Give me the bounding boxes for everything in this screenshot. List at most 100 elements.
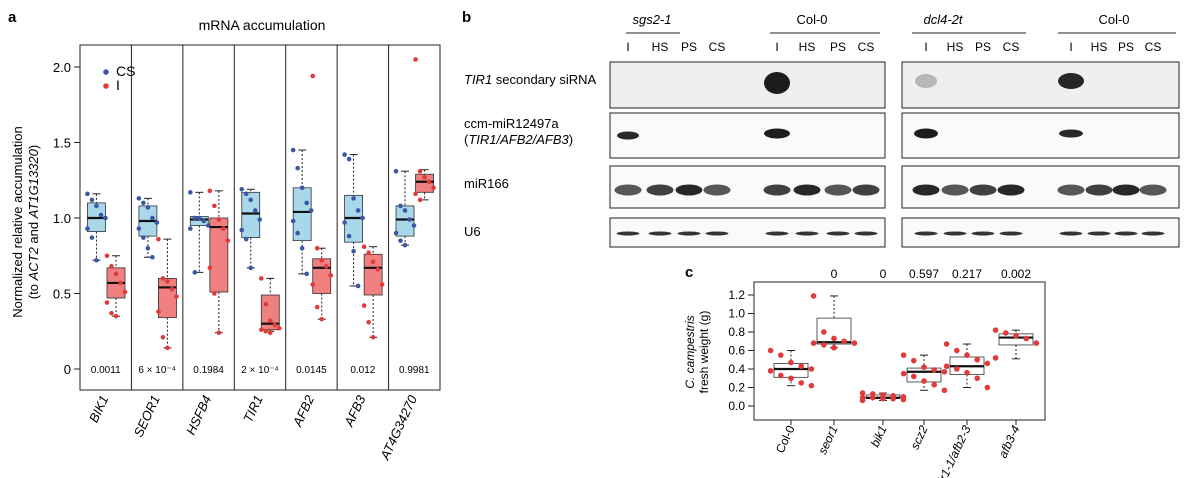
category-label: afb3-4 [996, 423, 1023, 460]
box-I [158, 277, 177, 319]
category-label: BIK1 [86, 393, 112, 425]
lane-label: I [1069, 40, 1072, 54]
blot-band [914, 231, 938, 236]
data-point [156, 309, 161, 314]
data-point [150, 254, 155, 260]
group-label: Col-0 [1098, 12, 1129, 27]
data-point [941, 368, 948, 375]
data-point [821, 329, 827, 335]
data-point [165, 279, 170, 284]
data-point [1023, 335, 1029, 342]
data-point [931, 381, 937, 388]
category-label: bik1 [868, 423, 890, 449]
data-point [248, 265, 254, 271]
blot-band [764, 128, 790, 139]
data-point [257, 217, 263, 222]
data-point [346, 233, 352, 239]
p-value-label: 0.217 [952, 267, 982, 281]
blot-band [675, 184, 703, 196]
p-value-label: 0.1984 [193, 365, 224, 376]
data-point [212, 291, 217, 296]
data-point [831, 335, 837, 342]
data-point [900, 396, 907, 403]
data-point [342, 220, 347, 225]
data-point [192, 215, 198, 221]
y-tick-label: 1.0 [728, 307, 745, 321]
lane-label: HS [652, 40, 669, 54]
blot-band [763, 184, 791, 196]
lane-label: PS [681, 40, 697, 54]
lane-label: HS [947, 40, 964, 54]
data-point [188, 226, 193, 231]
data-point [299, 245, 305, 251]
data-point [859, 397, 866, 404]
blot-band [765, 231, 789, 236]
data-point [921, 364, 927, 370]
category-label: AFB3 [341, 392, 369, 429]
data-point [197, 215, 202, 221]
blot-band [703, 184, 731, 196]
data-point [1013, 332, 1019, 339]
data-point [308, 208, 314, 213]
data-point [355, 283, 361, 289]
blot-band [1085, 184, 1113, 196]
data-point [943, 363, 950, 370]
data-point [160, 276, 166, 281]
blot-band [614, 184, 642, 196]
data-point [943, 341, 950, 347]
data-point [407, 217, 412, 222]
blot-box [901, 217, 1180, 248]
category-label: SEOR1 [131, 393, 163, 439]
category-label: HSFB4 [183, 393, 214, 437]
data-point [351, 248, 356, 254]
box-CS [241, 191, 261, 239]
row-label-line2: (TIR1/AFB2/AFB3) [464, 132, 573, 147]
p-value-label: 6 × 10⁻⁴ [138, 365, 176, 376]
data-point [319, 316, 325, 322]
lane-label: CS [709, 40, 726, 54]
blot-band [852, 184, 880, 196]
data-point [272, 322, 278, 328]
blot-band [1058, 73, 1084, 89]
category-label: tir1-1/afb2-3 [934, 423, 974, 478]
data-point [94, 203, 99, 209]
panel-b-letter: b [462, 9, 471, 26]
data-point [89, 235, 95, 240]
data-point [103, 215, 108, 221]
data-point [992, 327, 999, 333]
data-point [258, 276, 264, 281]
legend-label: I [116, 77, 120, 93]
blot-band [648, 231, 672, 236]
data-point [169, 286, 175, 292]
p-value-label: 0.597 [909, 267, 939, 281]
p-value-label: 0.0011 [91, 365, 121, 376]
panel-c-ylabel-line2: fresh weight (g) [697, 311, 711, 394]
blot-band [1059, 231, 1083, 236]
panel-c: c C. campestris fresh weight (g) 0.00.20… [683, 264, 1046, 478]
data-point [319, 257, 325, 263]
data-point [788, 359, 794, 366]
data-point [810, 340, 817, 346]
panel-c-ylabel: C. campestris fresh weight (g) [683, 311, 711, 394]
data-point [342, 152, 347, 157]
p-value-label: 2 × 10⁻⁴ [241, 365, 279, 376]
data-point [118, 280, 123, 286]
panel-c-ylabel-line1: C. campestris [683, 315, 697, 388]
y-tick-label: 2.0 [53, 60, 71, 75]
data-point [992, 355, 999, 361]
data-point [141, 200, 146, 206]
data-point [974, 356, 980, 363]
blot-band [616, 231, 640, 236]
data-point [375, 267, 380, 272]
data-point [207, 188, 213, 194]
lane-label: PS [975, 40, 991, 54]
panel-a: a mRNA accumulation Normalized relative … [8, 9, 441, 463]
panel-b: b sgs2-1 Col-0 dcl4-2t Col-0 I HS PS CS I HS PS CS I… [462, 9, 1180, 248]
y-tick-label: 0.2 [728, 381, 745, 395]
data-point [104, 300, 110, 305]
panel-a-plot: 0 0.5 1.0 1.5 2.0 0.0011 BIK1 6 × 10⁻⁴ SEOR1 0.19… [53, 44, 441, 463]
blot-band [941, 184, 969, 196]
box-I [415, 173, 434, 193]
panel-a-ylabel-line1: Normalized relative accumulation [10, 126, 25, 317]
data-point [85, 226, 90, 231]
